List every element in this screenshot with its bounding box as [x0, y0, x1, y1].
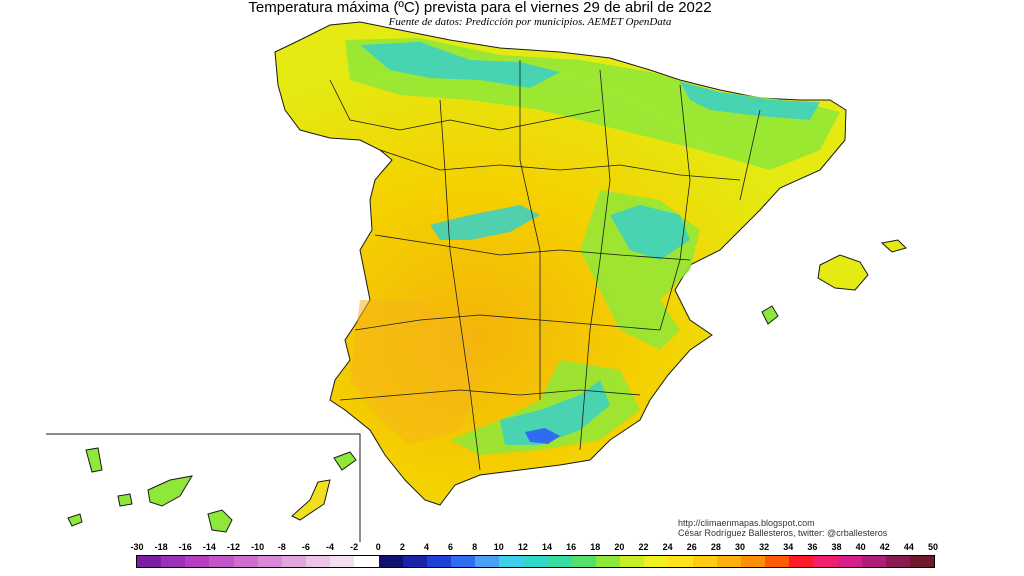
- legend-label: -6: [301, 542, 310, 552]
- legend-label: 30: [735, 542, 746, 552]
- legend-label: 4: [423, 542, 429, 552]
- legend-swatch: [644, 556, 669, 567]
- legend-label: 0: [375, 542, 381, 552]
- betic-cold-zone: [500, 380, 610, 445]
- lanzarote-island: [333, 451, 357, 471]
- legend-label: 12: [517, 542, 528, 552]
- el-hierro-island: [67, 513, 83, 527]
- credits-author: César Rodríguez Ballesteros, twitter: @c…: [678, 528, 888, 538]
- legend-label: -18: [154, 542, 168, 552]
- canary-inset: [46, 433, 361, 542]
- legend-swatch: [354, 556, 379, 567]
- legend-swatch: [185, 556, 210, 567]
- legend-label: 32: [759, 542, 770, 552]
- sierra-nevada-zone: [525, 428, 560, 444]
- legend-label: 24: [662, 542, 673, 552]
- legend-label: 50: [927, 542, 939, 552]
- legend-label: 28: [710, 542, 721, 552]
- fuerteventura-island: [291, 479, 331, 521]
- map-subtitle: Fuente de datos: Predicción por municipi…: [388, 16, 672, 28]
- legend-swatch: [378, 556, 403, 567]
- color-legend: [136, 555, 935, 568]
- legend-swatch: [475, 556, 500, 567]
- legend-swatch: [306, 556, 331, 567]
- legend-label: -12: [226, 542, 240, 552]
- legend-swatch: [451, 556, 476, 567]
- legend-swatch: [910, 556, 935, 567]
- legend-label: -14: [202, 542, 216, 552]
- legend-label: 40: [855, 542, 866, 552]
- legend-swatch: [281, 556, 307, 567]
- legend-swatch: [837, 556, 862, 567]
- iberian-cold-zone: [610, 205, 690, 260]
- pyrenees-cold-zone: [680, 82, 820, 120]
- legend-label: 10: [493, 542, 504, 552]
- legend-swatch: [765, 556, 790, 567]
- legend-swatch: [692, 556, 717, 567]
- legend-swatch: [595, 556, 621, 567]
- legend-label: 16: [566, 542, 577, 552]
- legend-swatch: [547, 556, 572, 567]
- legend-swatch: [402, 556, 427, 567]
- legend-label: -8: [277, 542, 286, 552]
- legend-swatch: [426, 556, 452, 567]
- mallorca-island: [817, 254, 869, 291]
- legend-swatch: [257, 556, 282, 567]
- cantabrian-cold-zone: [360, 42, 560, 88]
- legend-label: 38: [831, 542, 842, 552]
- province-borders: [329, 60, 761, 471]
- legend-label: 2: [399, 542, 405, 552]
- legend-swatch: [137, 556, 162, 567]
- map-title: Temperatura máxima (ºC) prevista para el…: [248, 0, 712, 16]
- legend-swatch: [668, 556, 693, 567]
- legend-swatch: [813, 556, 838, 567]
- legend-label: 18: [590, 542, 601, 552]
- legend-label: 44: [903, 542, 914, 552]
- legend-swatch: [740, 556, 766, 567]
- legend-label: 22: [638, 542, 649, 552]
- legend-label: -16: [178, 542, 192, 552]
- credits: http://climaenmapas.blogspot.com César R…: [678, 518, 887, 538]
- legend-swatch: [789, 556, 814, 567]
- legend-label: -10: [251, 542, 265, 552]
- legend-label: 26: [686, 542, 697, 552]
- legend-label: 36: [807, 542, 818, 552]
- south-cool-zone: [450, 360, 640, 455]
- central-cold-zone: [430, 205, 540, 240]
- gran-canaria-island: [207, 509, 233, 533]
- legend-labels: -30 -18 -16 -14 -12 -10 -8 -6 -4 -2 0 2 4 6 8 10 12 14 16 1…: [0, 542, 1024, 554]
- legend-label: 42: [879, 542, 890, 552]
- legend-swatch: [161, 556, 186, 567]
- legend-swatch: [523, 556, 548, 567]
- legend-swatch: [330, 556, 355, 567]
- legend-label: -2: [350, 542, 359, 552]
- legend-label: -30: [130, 542, 144, 552]
- legend-swatch: [233, 556, 258, 567]
- legend-label: 14: [542, 542, 553, 552]
- la-gomera-island: [117, 493, 133, 507]
- ibiza-island: [761, 305, 779, 325]
- legend-label: 8: [472, 542, 478, 552]
- la-palma-island: [85, 447, 103, 473]
- tenerife-island: [147, 475, 193, 507]
- southwest-hot-zone: [350, 300, 480, 445]
- legend-label: 6: [448, 542, 454, 552]
- legend-swatch: [861, 556, 886, 567]
- legend-label: -4: [325, 542, 334, 552]
- legend-label: 34: [783, 542, 794, 552]
- credits-url: http://climaenmapas.blogspot.com: [678, 518, 815, 528]
- legend-swatch: [209, 556, 234, 567]
- legend-swatch: [716, 556, 741, 567]
- legend-swatch: [571, 556, 596, 567]
- menorca-island: [880, 239, 907, 253]
- legend-swatch: [620, 556, 645, 567]
- legend-swatch: [499, 556, 524, 567]
- legend-label: 20: [614, 542, 625, 552]
- legend-swatch: [885, 556, 910, 567]
